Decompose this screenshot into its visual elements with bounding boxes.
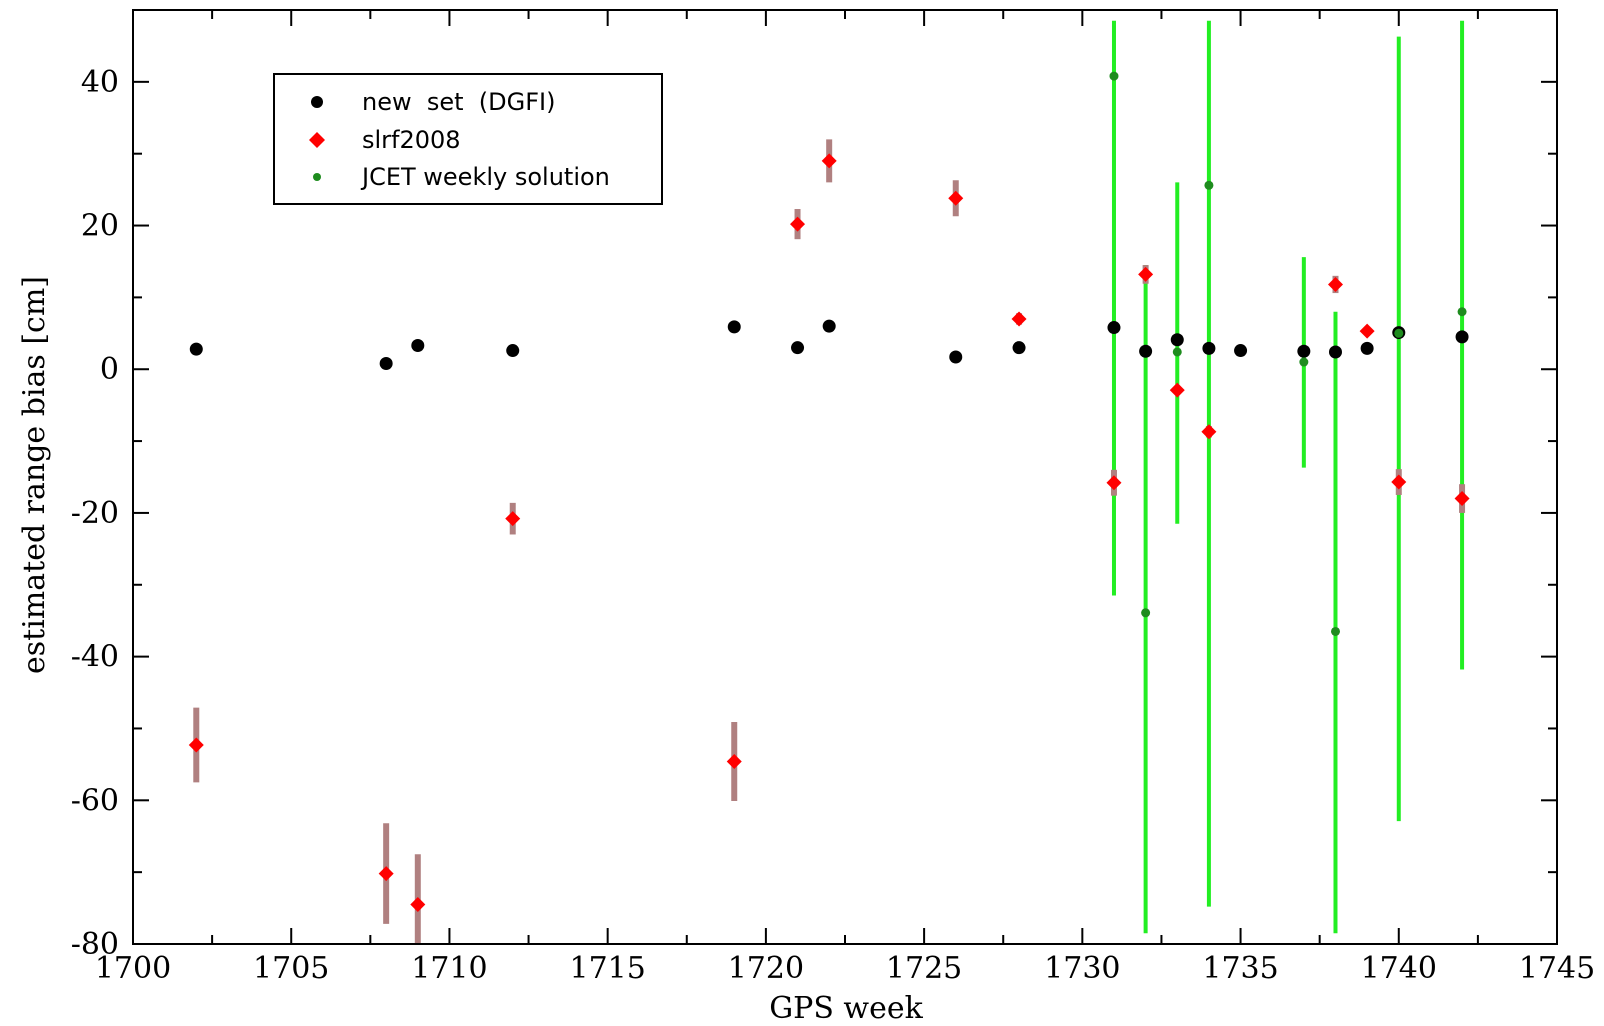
slrf2008-point [1169,382,1185,398]
new-set-point [1202,341,1216,355]
x-tick-label: 1725 [886,951,962,986]
legend-label-slrf2008: slrf2008 [362,126,461,154]
y-tick-label: 0 [100,352,119,387]
slrf2008-point [410,896,426,912]
new-set-point [1012,341,1026,355]
jcet-point [1299,357,1309,367]
new-set-point [1328,345,1342,359]
slrf2008-point [790,216,806,232]
y-axis-label: estimated range bias [cm] [17,276,52,674]
new-set-point [791,341,805,355]
x-tick-label: 1745 [1519,951,1595,986]
slrf2008-point [1138,266,1154,282]
y-tick-label: -40 [71,640,119,675]
slrf2008-point [1106,475,1122,491]
new-set-point [1170,333,1184,347]
new-set-point [822,319,836,333]
jcet-point [1457,307,1467,317]
y-tick-label: -20 [71,496,119,531]
new-set-point [1107,321,1121,335]
new-set-point [1139,344,1153,358]
slrf2008-point [1391,474,1407,490]
y-tick-label: 40 [81,65,119,100]
x-tick-label: 1710 [411,951,487,986]
legend: new set (DGFI) slrf2008 JCET weekly solu… [273,73,663,205]
slrf2008-point [821,153,837,169]
y-tick-label: 20 [81,209,119,244]
x-tick-label: 1735 [1202,951,1278,986]
new-set-point [189,342,203,356]
slrf2008-point [1201,424,1217,440]
slrf2008-point [1359,323,1375,339]
y-tick-label: -80 [71,927,119,962]
jcet-point [1141,608,1151,618]
legend-marker-slrf2008 [309,132,325,148]
jcet-point [1330,626,1340,636]
slrf2008-point [505,511,521,527]
new-set-point [727,320,741,334]
slrf2008-point [948,190,964,206]
legend-marker-jcet [313,173,321,181]
new-set-point [1455,330,1469,344]
new-set-point [1360,341,1374,355]
legend-box [273,73,663,205]
jcet-point [1204,180,1214,190]
ticks: 1700 1705 1710 1715 1720 1725 1730 1735 1740 1745… [71,10,1595,986]
legend-marker-new-set [311,96,323,108]
x-axis-label: GPS week [769,991,923,1026]
slrf2008-point [726,754,742,770]
jcet-point [1172,347,1182,357]
data-markers [188,71,1470,912]
jcet-point [1394,328,1404,338]
new-set-point [949,350,963,364]
y-tick-label: -60 [71,783,119,818]
legend-label-jcet: JCET weekly solution [360,163,610,191]
slrf2008-point [188,737,204,753]
slrf2008-point [1011,311,1027,327]
new-set-point [506,344,520,358]
x-tick-label: 1740 [1361,951,1437,986]
slrf2008-point [1327,276,1343,292]
x-tick-label: 1705 [253,951,329,986]
new-set-point [1234,344,1248,358]
slrf2008-point [1454,491,1470,507]
jcet-point [1109,71,1119,81]
new-set-point [411,339,425,353]
x-tick-label: 1700 [95,951,171,986]
legend-label-new-set: new set (DGFI) [362,88,556,116]
new-set-point [1297,344,1311,358]
x-tick-label: 1720 [728,951,804,986]
x-tick-label: 1715 [569,951,645,986]
slrf2008-point [378,866,394,882]
x-tick-label: 1730 [1044,951,1120,986]
new-set-point [379,356,393,370]
